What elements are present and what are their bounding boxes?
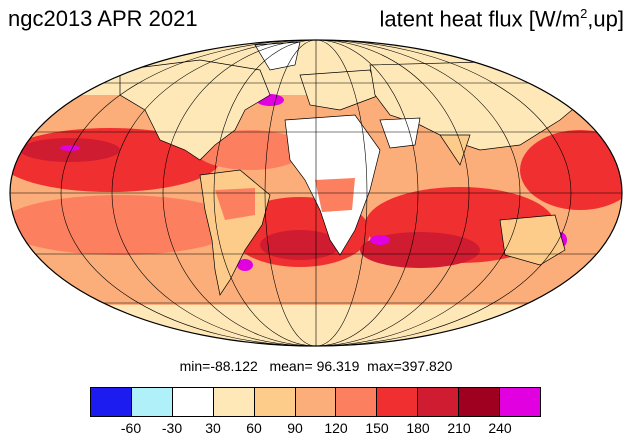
europe xyxy=(299,69,381,111)
colorbar-tick-label: 90 xyxy=(287,420,303,436)
colorbar-ticks: -60 -30 30 60 90 120 150 180 210 240 xyxy=(0,420,632,440)
graticule xyxy=(10,40,622,346)
agulhas-hotspot xyxy=(370,235,390,245)
colorbar-box-8 xyxy=(418,388,460,416)
colorbar-box-4 xyxy=(254,388,296,416)
south-atlantic-core xyxy=(260,230,340,260)
australia xyxy=(499,214,566,266)
central-africa xyxy=(315,178,355,212)
amazon xyxy=(215,188,255,220)
brazil-current-hotspot xyxy=(237,259,253,271)
colorbar-box-5 xyxy=(295,388,337,416)
colorbar xyxy=(90,387,541,417)
india xyxy=(439,134,471,166)
colorbar-tick-label: 180 xyxy=(406,420,430,436)
pacific-hotspot xyxy=(60,145,80,151)
colorbar-box-9 xyxy=(459,388,501,416)
colorbar-box-6 xyxy=(336,388,378,416)
variable-title: latent heat flux [W/m2,up] xyxy=(379,6,624,32)
colorbar-tick-label: 30 xyxy=(205,420,221,436)
colorbar-box-2 xyxy=(172,388,214,416)
colorbar-tick-label: -30 xyxy=(161,420,183,436)
stats-line: min=-88.122 mean= 96.319 max=397.820 xyxy=(179,358,453,374)
southern-ocean-core xyxy=(360,232,480,268)
colorbar-tick-label: 240 xyxy=(488,420,512,436)
map-title: ngc2013 APR 2021 xyxy=(8,6,198,31)
south-pacific-belt xyxy=(10,195,240,255)
colorbar-box-7 xyxy=(377,388,419,416)
arabia-desert xyxy=(379,117,421,149)
colorbar-tick-label: 120 xyxy=(324,420,348,436)
antarctica xyxy=(130,330,500,346)
north-america xyxy=(119,59,271,161)
north-atlantic-belt xyxy=(195,130,305,170)
colorbar-box-10 xyxy=(500,388,540,416)
colorbar-tick-label: 210 xyxy=(447,420,471,436)
colorbar-box-0 xyxy=(91,388,132,416)
colorbar-box-3 xyxy=(213,388,255,416)
colorbar-tick-label: -60 xyxy=(120,420,142,436)
map-border xyxy=(9,39,623,347)
colorbar-box-1 xyxy=(131,388,173,416)
colorbar-tick-label: 150 xyxy=(365,420,389,436)
colorbar-tick-label: 60 xyxy=(246,420,262,436)
